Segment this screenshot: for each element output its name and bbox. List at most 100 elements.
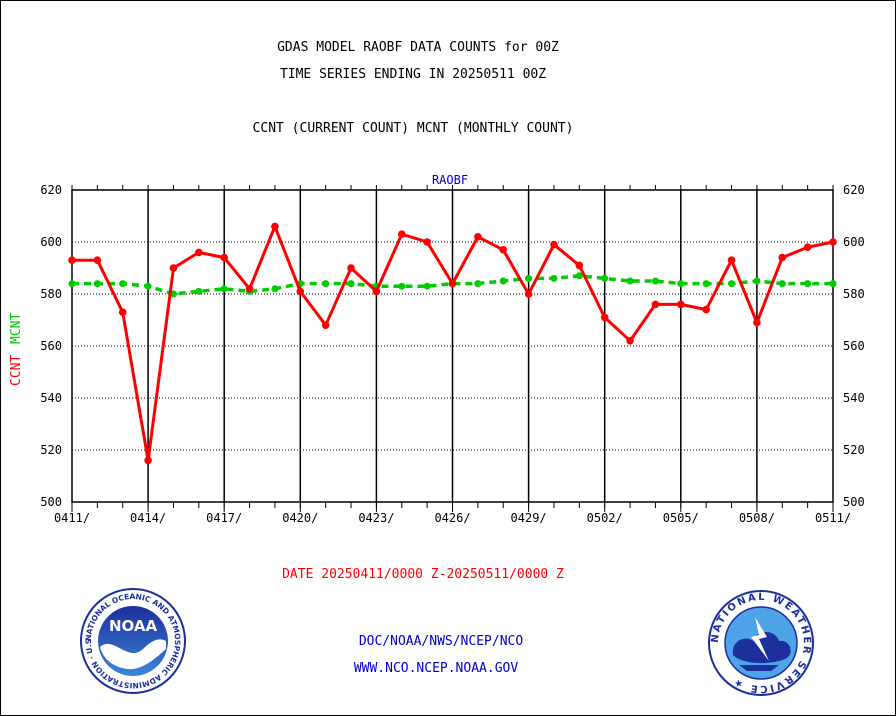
ccnt-point	[347, 264, 355, 272]
mcnt-point	[68, 280, 76, 288]
seagull-icon	[100, 639, 166, 670]
y-tick-label-left: 500	[40, 495, 62, 509]
mcnt-point	[220, 285, 228, 293]
ccnt-point	[195, 248, 203, 257]
y-tick-label-left: 540	[40, 391, 62, 405]
ccnt-point	[220, 253, 228, 262]
x-tick-label: 0426/	[434, 511, 470, 525]
mcnt-point	[677, 280, 685, 288]
ccnt-point	[68, 256, 76, 265]
x-tick-label: 0511/	[815, 511, 851, 525]
mcnt-point	[550, 274, 558, 282]
x-tick-label: 0411/	[54, 511, 90, 525]
ccnt-point	[499, 246, 508, 254]
noaa-logo: NATIONAL OCEANIC AND ATMOSPHERIC ADMINIS…	[80, 588, 186, 694]
plot-frame	[71, 189, 834, 503]
mcnt-point	[271, 285, 279, 293]
lightning-icon	[751, 617, 769, 661]
ccnt-point	[550, 240, 558, 249]
ccnt-point	[803, 243, 812, 251]
noaa-logo-text: NOAA	[109, 617, 158, 635]
grid-layer	[71, 185, 834, 512]
ccnt-point	[575, 261, 584, 270]
ccnt-point	[651, 300, 660, 309]
ccnt-point	[474, 233, 482, 241]
ccnt-point	[118, 308, 127, 317]
series-description: CCNT (CURRENT COUNT) MCNT (MONTHLY COUNT…	[253, 121, 574, 136]
ccnt-point	[702, 305, 710, 314]
y-tick-label-left: 520	[40, 443, 62, 457]
mcnt-point	[144, 282, 152, 290]
ccnt-point	[144, 456, 152, 465]
mcnt-point	[601, 274, 609, 282]
ccnt-point	[423, 238, 431, 246]
x-tick-label: 0502/	[587, 511, 623, 525]
x-tick-label: 0508/	[739, 511, 775, 525]
plot-title: RAOBF	[432, 173, 468, 187]
y-tick-label-left: 620	[40, 183, 62, 197]
ccnt-point	[245, 285, 254, 293]
org-label: DOC/NOAA/NWS/NCEP/NCO	[359, 634, 524, 649]
nws-logo: NATIONAL WEATHER SERVICE ★	[708, 590, 814, 696]
ccnt-point	[778, 253, 787, 262]
mcnt-point	[728, 280, 736, 288]
ccnt-point	[600, 313, 609, 322]
mcnt-point	[525, 274, 533, 282]
x-tick-label: 0417/	[206, 511, 242, 525]
y-tick-label-left: 560	[40, 339, 62, 353]
y-tick-label-left: 580	[40, 287, 62, 301]
ccnt-point	[93, 256, 102, 265]
ccnt-point	[271, 222, 279, 231]
ccnt-point	[727, 256, 736, 265]
x-tick-label: 0420/	[282, 511, 318, 525]
mcnt-point	[93, 280, 101, 288]
mcnt-point	[499, 277, 507, 285]
y-tick-label-left: 600	[40, 235, 62, 249]
x-tick-label: 0429/	[511, 511, 547, 525]
y-tick-label-right: 620	[843, 183, 865, 197]
ccnt-point	[753, 318, 761, 327]
website-label: WWW.NCO.NCEP.NOAA.GOV	[354, 661, 519, 676]
mcnt-point	[398, 282, 406, 290]
y-tick-label-right: 600	[843, 235, 865, 249]
ccnt-point	[677, 300, 685, 309]
x-tick-label: 0423/	[358, 511, 394, 525]
x-tick-label: 0505/	[663, 511, 699, 525]
ccnt-point	[169, 264, 178, 272]
mcnt-point	[322, 280, 330, 288]
ccnt-point	[372, 287, 381, 296]
y-tick-label-right: 500	[843, 495, 865, 509]
mcnt-point	[829, 280, 837, 288]
date-range-label: DATE 20250411/0000 Z-20250511/0000 Z	[282, 567, 564, 582]
ccnt-point	[524, 290, 533, 298]
mcnt-point	[575, 272, 583, 280]
y-axis-label-mcnt: MCNT	[9, 313, 24, 344]
y-tick-label-right: 580	[843, 287, 865, 301]
mcnt-point	[195, 287, 203, 295]
ccnt-point	[296, 287, 305, 296]
y-tick-label-right: 520	[843, 443, 865, 457]
mcnt-point	[626, 277, 634, 285]
mcnt-point	[753, 277, 761, 285]
mcnt-point	[347, 280, 355, 288]
mcnt-point	[651, 277, 659, 285]
mcnt-point	[119, 280, 127, 288]
mcnt-point	[778, 280, 786, 288]
ccnt-point	[829, 238, 837, 246]
chart-title-line2: TIME SERIES ENDING IN 20250511 00Z	[280, 67, 546, 82]
mcnt-point	[423, 282, 431, 290]
y-axis-label-ccnt: CCNT	[9, 355, 24, 386]
mcnt-point	[804, 280, 812, 288]
series-layer	[68, 222, 837, 465]
mcnt-point	[474, 280, 482, 288]
ccnt-point	[448, 279, 457, 288]
ccnt-point	[321, 321, 330, 330]
chart-title-line1: GDAS MODEL RAOBF DATA COUNTS for 00Z	[277, 40, 559, 55]
tick-layer: 500 500 520 520 540 540 560 560 580 580 600 600 620 6…	[40, 183, 864, 525]
mcnt-point	[702, 280, 710, 288]
y-tick-label-right: 540	[843, 391, 865, 405]
y-tick-label-right: 560	[843, 339, 865, 353]
x-tick-label: 0414/	[130, 511, 166, 525]
ccnt-point	[397, 230, 406, 238]
